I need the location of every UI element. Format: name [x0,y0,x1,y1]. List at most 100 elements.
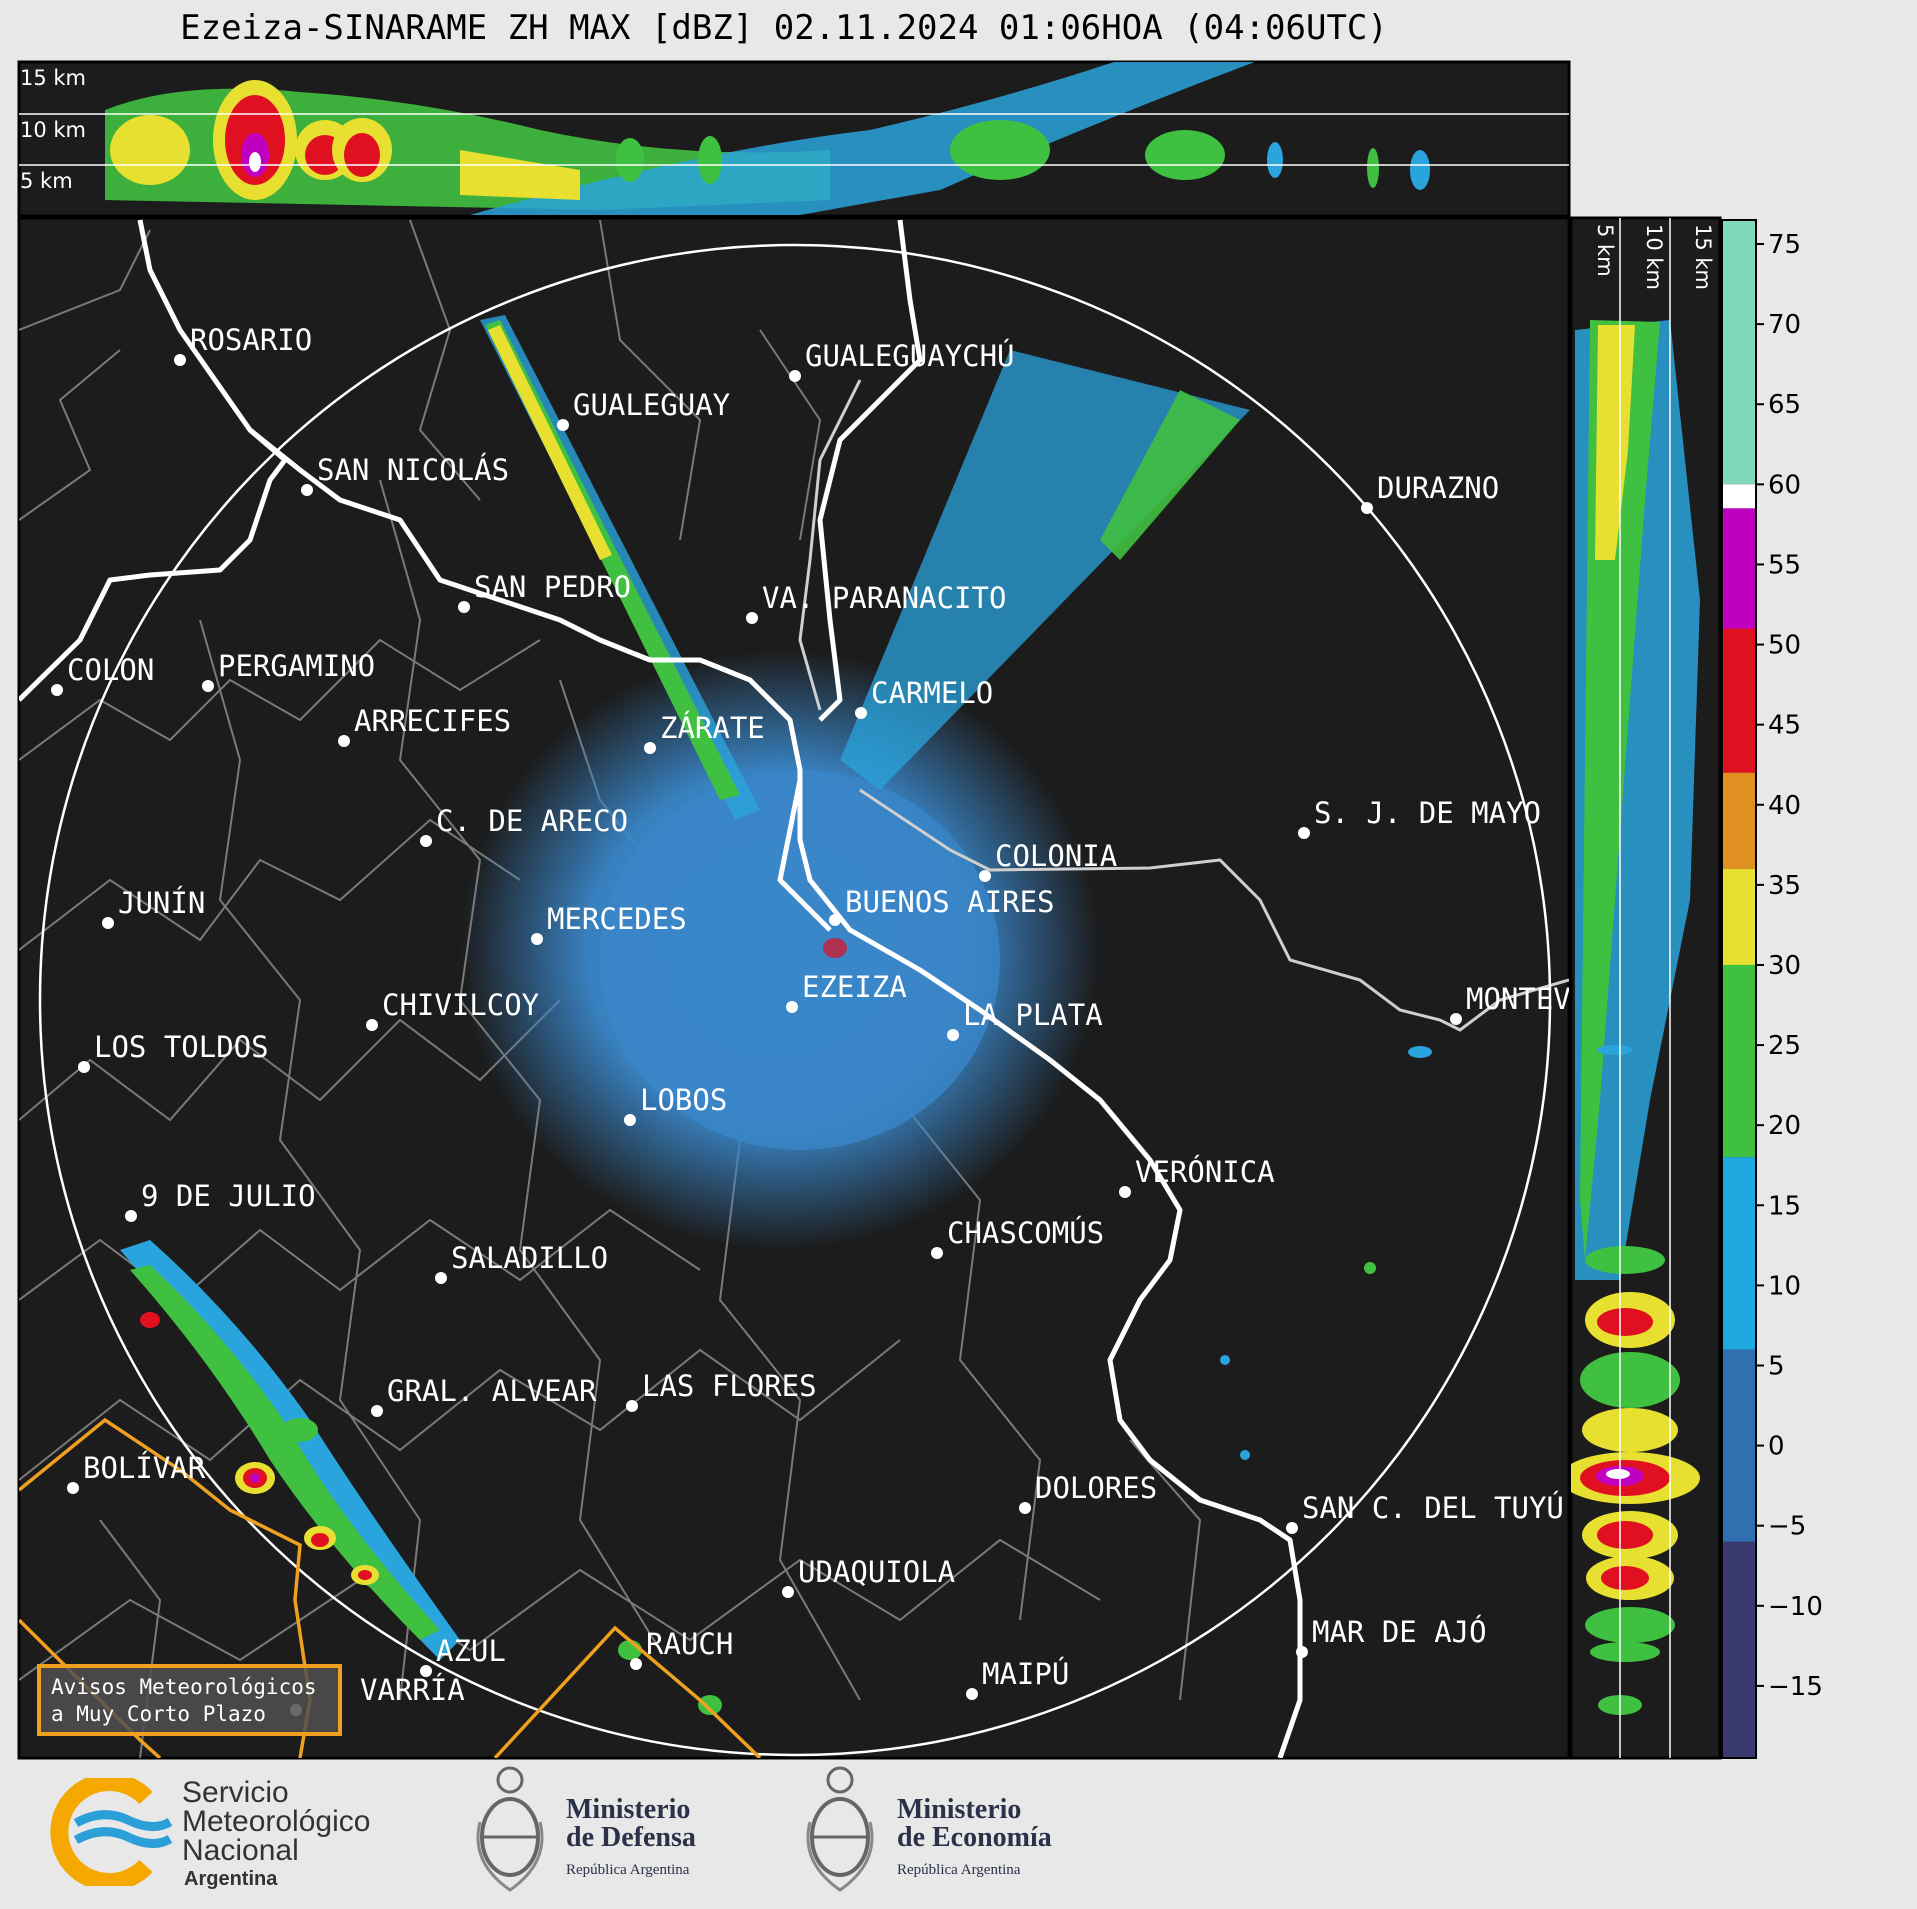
colorbar-band-2 [1722,508,1756,629]
warning-box[interactable]: Avisos Meteorológicos a Muy Corto Plazo [37,1664,342,1736]
city-mercedes: MERCEDES [531,902,687,945]
coat-of-arms-icon-2 [806,1766,874,1892]
colorbar-tick-label: 30 [1768,951,1801,981]
svg-text:SAN NICOLÁS: SAN NICOLÁS [317,453,509,487]
map-layer: ROSARIO GUALEGUAYCHÚ GUALEGUAY SAN NICOL… [19,219,1569,1758]
colorbar-band-9 [1722,1541,1756,1758]
city-arrecifes: ARRECIFES [338,704,511,747]
svg-text:ZÁRATE: ZÁRATE [660,711,765,745]
svg-text:COLONIA: COLONIA [995,839,1117,873]
side-height-label-10: 10 km [1642,224,1666,290]
svg-text:SAN C. DEL TUYÚ: SAN C. DEL TUYÚ [1302,1491,1564,1525]
colorbar-tick-label: 45 [1768,711,1801,741]
svg-text:VARRÍA: VARRÍA [360,1673,465,1707]
colorbar-tick-label: −10 [1768,1592,1823,1622]
smn-logo-text: Servicio Meteorológico Nacional Argentin… [182,1776,371,1891]
city-san-nicolas: SAN NICOLÁS [301,453,509,496]
coastline-borders [19,219,1303,1758]
city-las-flores: LAS FLORES [626,1369,817,1412]
svg-text:MAR DE AJÓ: MAR DE AJÓ [1312,1615,1487,1649]
colorbar-tick-label: 50 [1768,631,1801,661]
colorbar-band-6 [1722,964,1756,1158]
top-height-label-15: 15 km [20,66,86,90]
city-los-toldos: LOS TOLDOS [78,1030,269,1073]
side-height-label-15: 15 km [1691,224,1715,290]
svg-text:MERCEDES: MERCEDES [547,902,687,936]
svg-text:COLON: COLON [67,653,154,687]
svg-text:GRAL. ALVEAR: GRAL. ALVEAR [387,1374,597,1408]
city-bolivar: BOLÍVAR [67,1451,206,1494]
colorbar-band-7 [1722,1157,1756,1350]
colorbar-frame [1721,219,1757,1759]
svg-text:JUNÍN: JUNÍN [118,886,205,920]
city-dolores: DOLORES [1019,1471,1157,1514]
svg-text:DOLORES: DOLORES [1035,1471,1157,1505]
colorbar-tick-label: 70 [1768,310,1801,340]
top-height-label-5: 5 km [20,169,73,193]
colorbar-band-0 [1722,220,1756,485]
svg-text:ARRECIFES: ARRECIFES [354,704,511,738]
city-rosario: ROSARIO [174,323,312,366]
city-durazno: DURAZNO [1361,471,1499,514]
city-azul: AZUL [420,1634,506,1677]
colorbar-tick-label: 60 [1768,470,1801,500]
svg-text:LAS FLORES: LAS FLORES [642,1369,817,1403]
colorbar-tick-label: 15 [1768,1191,1801,1221]
svg-text:BUENOS AIRES: BUENOS AIRES [845,885,1055,919]
svg-text:BOLÍVAR: BOLÍVAR [83,1451,206,1485]
city-gualeguaychu: GUALEGUAYCHÚ [789,339,1015,382]
svg-text:LOBOS: LOBOS [640,1083,727,1117]
ministerio-economia-logo: Ministerio de Economía República Argenti… [897,1794,1052,1879]
svg-text:LOS TOLDOS: LOS TOLDOS [94,1030,269,1064]
svg-text:LA PLATA: LA PLATA [963,998,1103,1032]
svg-text:RAUCH: RAUCH [646,1627,733,1661]
city-chivilcoy: CHIVILCOY [366,988,539,1031]
colorbar-tick-label: 5 [1768,1351,1785,1381]
city-gral-alvear: GRAL. ALVEAR [371,1374,597,1417]
city-la-plata: LA PLATA [947,998,1103,1041]
svg-text:VERÓNICA: VERÓNICA [1135,1155,1275,1189]
colorbar-bands [1722,220,1756,1758]
colorbar-tick-label: 65 [1768,390,1801,420]
colorbar-tick-label: 35 [1768,871,1801,901]
svg-text:SAN PEDRO: SAN PEDRO [474,570,631,604]
svg-text:DURAZNO: DURAZNO [1377,471,1499,505]
city-montevideo: MONTEV [1450,982,1569,1025]
city-c-de-areco: C. DE ARECO [420,804,628,847]
radar-range-ring [38,243,1552,1757]
colorbar-tick-label: 75 [1768,230,1801,260]
colorbar-band-3 [1722,628,1756,773]
colorbar-band-1 [1722,484,1756,509]
city-chascomus: CHASCOMÚS [931,1216,1104,1259]
city-labels: ROSARIO GUALEGUAYCHÚ GUALEGUAY SAN NICOL… [51,323,1569,1716]
ministerio-defensa-logo: Ministerio de Defensa República Argentin… [566,1794,696,1879]
colorbar-tick-label: 40 [1768,791,1801,821]
svg-text:C. DE ARECO: C. DE ARECO [436,804,628,838]
radar-echo-field [120,315,1432,1715]
city-junin: JUNÍN [102,886,205,929]
colorbar-tick-label: 25 [1768,1031,1801,1061]
svg-text:S. J. DE MAYO: S. J. DE MAYO [1314,796,1541,830]
city-sj-de-mayo: S. J. DE MAYO [1298,796,1541,839]
warning-box-line-2: a Muy Corto Plazo [51,1702,266,1726]
svg-text:SALADILLO: SALADILLO [451,1241,608,1275]
city-saladillo: SALADILLO [435,1241,608,1284]
city-udaquiola: UDAQUIOLA [782,1555,955,1598]
city-rauch: RAUCH [630,1627,733,1670]
city-maipu: MAIPÚ [966,1657,1069,1700]
city-lobos: LOBOS [624,1083,727,1126]
city-colon: COLON [51,653,154,696]
city-9-de-julio: 9 DE JULIO [125,1179,316,1222]
city-san-c-del-tuyu: SAN C. DEL TUYÚ [1286,1491,1564,1534]
city-pergamino: PERGAMINO [202,649,375,692]
coat-of-arms-icon [476,1766,544,1892]
colorbar-band-8 [1722,1349,1756,1542]
smn-logo-icon [50,1778,173,1886]
colorbar-band-5 [1722,868,1756,965]
colorbar-tick-label: 55 [1768,550,1801,580]
colorbar-tick-label: −15 [1768,1672,1823,1702]
svg-text:CHIVILCOY: CHIVILCOY [382,988,539,1022]
city-colonia: COLONIA [979,839,1117,882]
